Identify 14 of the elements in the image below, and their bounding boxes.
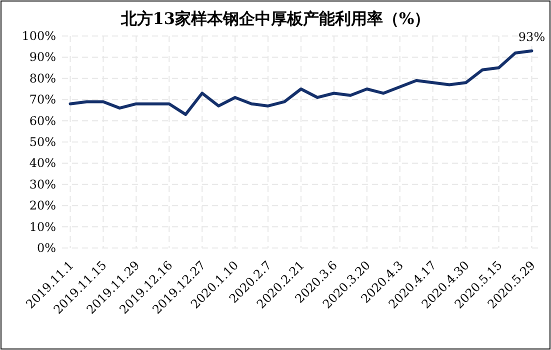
- y-tick-label: 30%: [29, 177, 56, 192]
- y-tick-label: 90%: [29, 50, 56, 64]
- y-tick-label: 10%: [29, 220, 56, 234]
- y-tick-label: 20%: [29, 198, 56, 213]
- y-tick-label: 60%: [29, 114, 56, 128]
- y-tick-label: 40%: [29, 156, 56, 170]
- annotation: 93%: [518, 30, 546, 44]
- y-tick-label: 0%: [36, 241, 56, 255]
- line-series: [68, 49, 534, 116]
- y-tick-label: 80%: [29, 71, 56, 86]
- y-tick-label: 50%: [29, 135, 56, 149]
- chart-title: 北方13家样本钢企中厚板产能利用率（%）: [120, 9, 430, 28]
- y-tick-label: 100%: [22, 29, 56, 43]
- y-tick-label: 70%: [29, 92, 56, 107]
